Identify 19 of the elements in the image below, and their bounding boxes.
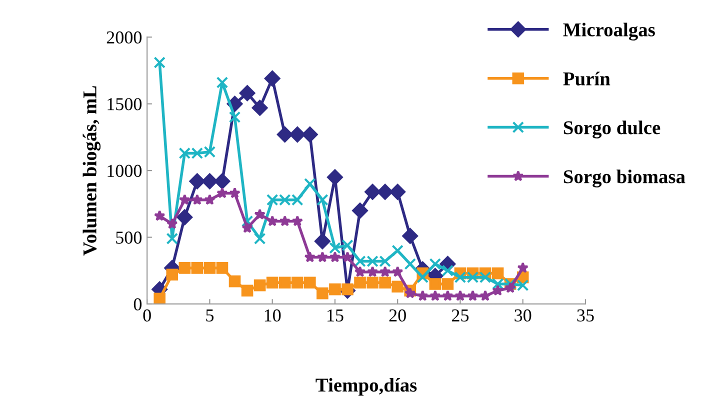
x-tick-label: 20 [389,309,406,322]
y-tick-label: 0 [134,298,142,310]
y-tick-label: 2000 [106,31,142,44]
y-tick-label: 1500 [108,98,142,110]
x-tick-label: 30 [514,309,532,322]
x-axis-title: Tiempo,días [316,378,417,396]
x-tick-label: 0 [143,309,151,322]
legend-label: Sorgo dulce [564,120,660,138]
y-tick-label: 500 [116,232,142,244]
legend-label: Microalgas [563,22,655,40]
y-tick-label: 1000 [108,164,142,177]
legend-label: Sorgo biomasa [564,170,686,188]
x-tick-label: 5 [206,310,214,322]
legend-label: Purín [563,72,610,86]
x-tick-label: 10 [264,309,281,322]
x-tick-label: 25 [452,309,469,322]
x-tick-label: 15 [328,309,344,322]
y-axis-title: Volumen biogás, mL [82,86,101,256]
x-tick-label: 35 [577,309,594,322]
